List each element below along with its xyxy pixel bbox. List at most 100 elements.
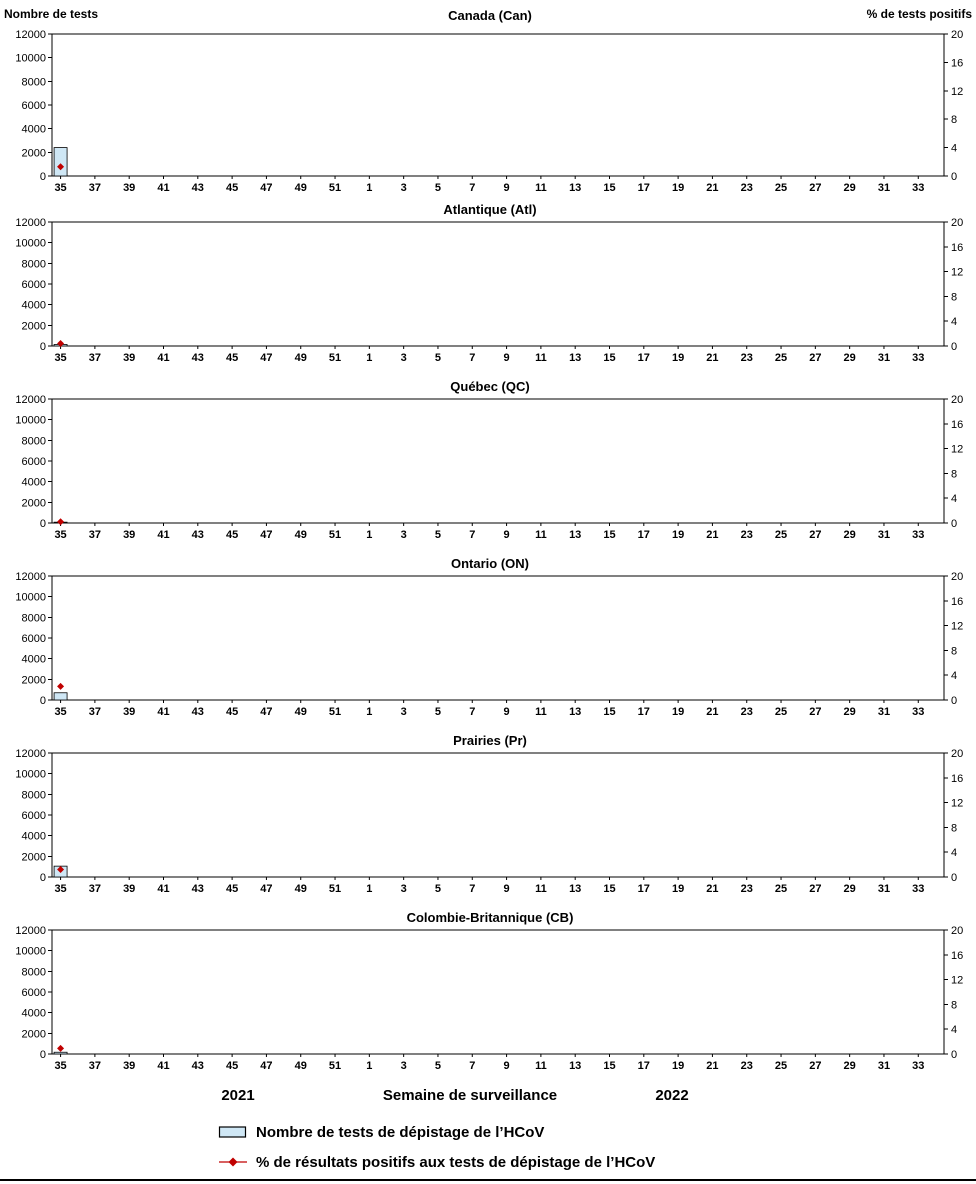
x-axis-tick-label: 29 [844,1060,856,1072]
x-axis-tick-label: 19 [672,706,684,718]
x-axis-tick-label: 47 [260,706,272,718]
right-axis-tick-label: 12 [951,621,963,633]
x-axis-tick-label: 35 [54,883,66,895]
left-axis-tick-label: 0 [40,872,46,884]
right-axis-tick-label: 12 [951,444,963,456]
x-axis-tick-label: 11 [535,1060,547,1072]
right-axis-tick-label: 12 [951,86,963,98]
left-axis-tick-label: 0 [40,171,46,183]
right-axis-tick-label: 8 [951,999,957,1011]
x-axis-tick-label: 33 [912,883,924,895]
right-axis-tick-label: 16 [951,242,963,254]
plot-area [51,575,945,701]
left-axis-tick-label: 8000 [22,612,46,624]
right-axis-tick-label: 20 [951,217,963,229]
x-axis-tick-label: 45 [226,706,238,718]
x-axis-tick-label: 41 [157,352,169,364]
x-axis-tick-label: 1 [366,352,372,364]
x-axis-tick-label: 25 [775,352,787,364]
chart-panel: Colombie-Britannique (CB)020004000600080… [15,910,963,1072]
x-axis-tick-label: 3 [401,1060,407,1072]
x-axis-tick-label: 39 [123,529,135,541]
line-diamond-legend-icon [219,1157,247,1167]
left-axis-tick-label: 10000 [15,415,46,427]
x-axis-tick-label: 49 [295,529,307,541]
right-axis-tick-label: 16 [951,596,963,608]
left-axis-tick-label: 6000 [22,810,46,822]
x-axis-tick-label: 37 [89,706,101,718]
x-axis-tick-label: 39 [123,706,135,718]
right-axis-tick-label: 4 [951,493,957,505]
right-axis-tick-label: 8 [951,645,957,657]
x-axis-tick-label: 31 [878,883,890,895]
x-axis-tick-label: 45 [226,883,238,895]
x-axis-tick-label: 27 [809,352,821,364]
chart-title: Atlantique (Atl) [443,202,536,217]
x-axis-tick-label: 37 [89,529,101,541]
left-axis-tick-label: 2000 [22,497,46,509]
x-axis-tick-label: 1 [366,706,372,718]
x-axis-tick-label: 5 [435,529,441,541]
plot-area [51,398,945,524]
chart-title: Prairies (Pr) [453,733,527,748]
legend-label-tests: Nombre de tests de dépistage de l’HCoV [256,1123,545,1141]
x-axis-tick-label: 13 [569,706,581,718]
x-axis-tick-label: 19 [672,529,684,541]
x-axis-tick-label: 13 [569,1060,581,1072]
x-axis-tick-label: 45 [226,1060,238,1072]
x-axis-tick-label: 9 [504,1060,510,1072]
x-axis-tick-label: 41 [157,883,169,895]
left-axis-tick-label: 0 [40,695,46,707]
x-axis-tick-label: 45 [226,529,238,541]
x-axis-tick-label: 15 [603,529,615,541]
pct-positive-marker [57,163,65,171]
x-axis-tick-label: 51 [329,706,341,718]
pct-positive-marker [57,340,65,348]
year-label-2021: 2021 [221,1087,255,1104]
x-axis-tick-label: 25 [775,706,787,718]
chart-panel: Nombre de tests % de tests positifs Canada… [4,7,972,194]
left-axis-tick-label: 8000 [22,435,46,447]
x-axis-tick-label: 29 [844,182,856,194]
right-axis-tick-label: 8 [951,822,957,834]
x-axis-tick-label: 33 [912,706,924,718]
x-axis-tick-label: 9 [504,883,510,895]
x-axis-tick-label: 27 [809,706,821,718]
x-axis-tick-label: 17 [638,529,650,541]
right-axis-tick-label: 8 [951,114,957,126]
right-axis-tick-label: 16 [951,419,963,431]
x-axis-tick-label: 47 [260,529,272,541]
left-axis-tick-label: 12000 [15,925,46,937]
plot-area [51,752,945,878]
left-axis-tick-label: 0 [40,341,46,353]
legend-label-pct-positive: % de résultats positifs aux tests de dép… [256,1153,656,1171]
right-axis-tick-label: 20 [951,29,963,41]
legend-item-tests: Nombre de tests de dépistage de l’HCoV [218,1117,976,1147]
x-axis-tick-label: 23 [741,352,753,364]
x-axis-tick-label: 23 [741,182,753,194]
x-axis-tick-label: 3 [401,529,407,541]
x-axis-tick-label: 49 [295,352,307,364]
chart-title: Canada (Can) [448,8,532,23]
left-axis-tick-label: 4000 [22,300,46,312]
x-axis-tick-label: 27 [809,182,821,194]
left-axis-tick-label: 10000 [15,946,46,958]
x-axis-tick-label: 43 [192,1060,204,1072]
left-axis-tick-label: 6000 [22,456,46,468]
x-axis-tick-label: 5 [435,1060,441,1072]
left-axis-tick-label: 6000 [22,633,46,645]
x-axis-tick-label: 7 [469,529,475,541]
x-axis-tick-label: 21 [706,883,718,895]
left-axis-tick-label: 12000 [15,571,46,583]
left-axis-tick-label: 12000 [15,217,46,229]
x-axis-tick-label: 25 [775,883,787,895]
right-axis-tick-label: 4 [951,670,957,682]
right-axis-tick-label: 0 [951,171,957,183]
right-axis-tick-label: 0 [951,872,957,884]
x-axis-tick-label: 19 [672,182,684,194]
x-axis-tick-label: 35 [54,529,66,541]
x-axis-tick-label: 49 [295,182,307,194]
chart-title: Colombie-Britannique (CB) [407,910,574,925]
pct-positive-marker [57,518,65,526]
